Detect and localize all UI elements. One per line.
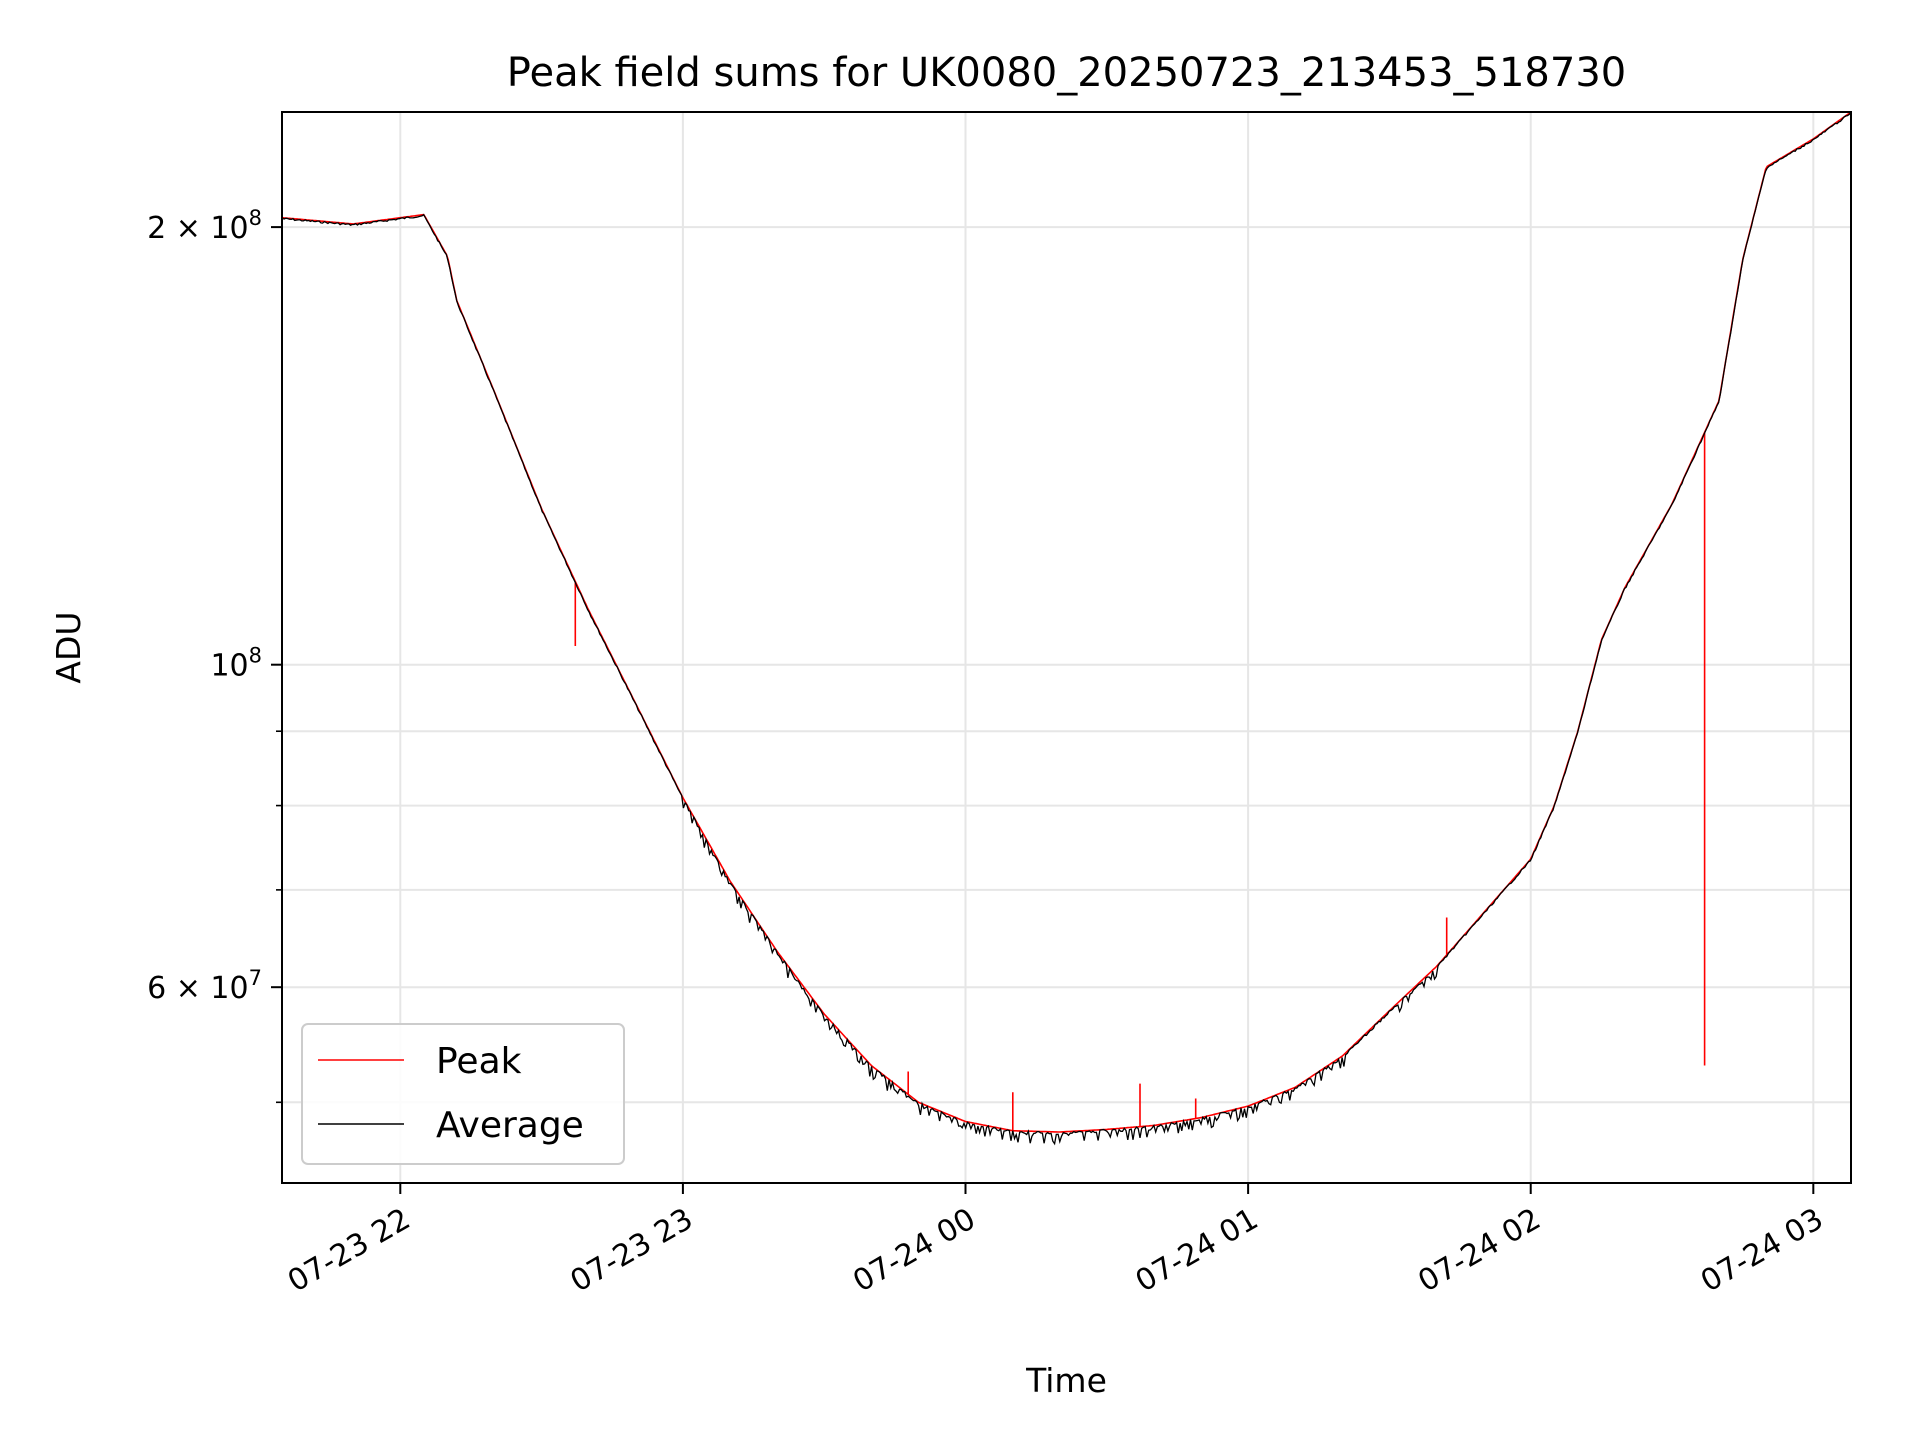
legend: Peak Average — [301, 1023, 625, 1165]
x-tick-label: 07-23 23 — [565, 1202, 699, 1300]
x-tick-label: 07-23 22 — [282, 1202, 416, 1300]
y-tick-label: 108 — [210, 644, 262, 684]
legend-peak-label: Peak — [436, 1041, 522, 1082]
y-axis: 6 × 107 108 2 × 108 — [147, 206, 282, 1104]
x-tick-label: 07-24 01 — [1130, 1202, 1264, 1300]
chart-title: Peak field sums for UK0080_20250723_2134… — [507, 50, 1626, 96]
series-line-peak — [282, 111, 1852, 1133]
x-tick-label: 07-24 03 — [1695, 1202, 1829, 1300]
y-tick-label: 6 × 107 — [147, 966, 262, 1006]
legend-box — [301, 1023, 625, 1165]
series-layer — [282, 111, 1852, 1146]
y-tick-label: 2 × 108 — [147, 206, 262, 246]
y-axis-label: ADU — [49, 611, 88, 683]
x-axis-label: Time — [1025, 1361, 1107, 1400]
x-tick-label: 07-24 02 — [1412, 1202, 1546, 1300]
legend-average-label: Average — [436, 1105, 584, 1146]
plot-frame — [281, 111, 1852, 1184]
x-axis: 07-23 22 07-23 23 07-24 00 07-24 01 07-24 02… — [282, 1183, 1829, 1299]
x-tick-label: 07-24 00 — [847, 1202, 981, 1300]
series-line-average — [282, 111, 1852, 1146]
grid-lines — [282, 112, 1851, 1183]
